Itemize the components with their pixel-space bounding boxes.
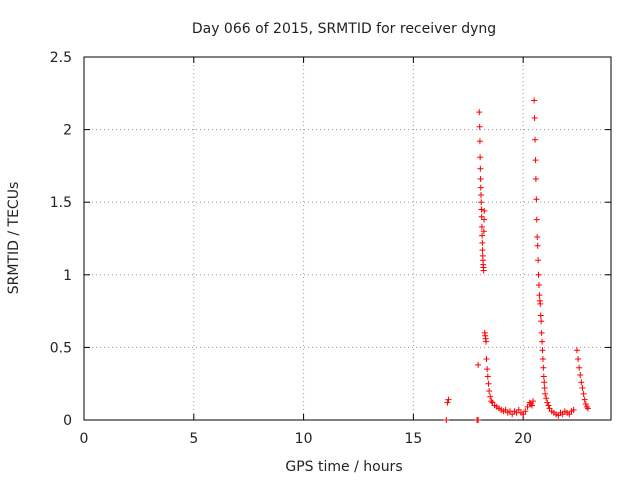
data-point <box>478 223 485 230</box>
y-tick-label: 1 <box>63 268 72 284</box>
data-point <box>481 207 488 214</box>
data-point <box>583 403 590 410</box>
data-point <box>538 318 545 325</box>
y-axis-label: SRMTID / TECUs <box>6 182 22 295</box>
data-point <box>540 364 547 371</box>
y-tick-label: 0 <box>63 413 72 429</box>
data-point <box>538 329 545 336</box>
data-point <box>539 347 546 354</box>
data-point <box>477 154 484 161</box>
data-point <box>488 398 495 405</box>
data-point <box>479 239 486 246</box>
data-point <box>476 109 483 116</box>
data-point <box>477 184 484 191</box>
data-point <box>573 347 580 354</box>
data-point <box>479 232 486 239</box>
x-tick-label: 10 <box>295 431 313 447</box>
chart-title: Day 066 of 2015, SRMTID for receiver dyn… <box>192 21 496 37</box>
data-point <box>579 385 586 392</box>
data-point <box>582 401 589 408</box>
data-point <box>481 216 488 223</box>
data-point <box>480 228 487 235</box>
x-tick-label: 5 <box>189 431 198 447</box>
data-point <box>542 390 549 397</box>
data-point <box>543 395 550 402</box>
data-point <box>480 267 487 274</box>
x-tick-label: 0 <box>80 431 89 447</box>
data-point <box>476 123 483 130</box>
data-point <box>541 385 548 392</box>
data-point <box>477 175 484 182</box>
x-tick-label: 20 <box>514 431 532 447</box>
x-tick-label: 15 <box>404 431 422 447</box>
data-point <box>484 366 491 373</box>
data-point <box>570 406 577 413</box>
data-point <box>478 206 485 213</box>
data-point <box>484 373 491 380</box>
data-point <box>479 247 486 254</box>
data-point <box>575 356 582 363</box>
x-axis-label: GPS time / hours <box>285 459 402 475</box>
data-point <box>483 356 490 363</box>
data-point <box>540 373 547 380</box>
data-point <box>531 97 538 104</box>
data-point <box>532 136 539 143</box>
data-point <box>535 281 542 288</box>
data-point <box>584 405 591 412</box>
y-tick-label: 1.5 <box>50 195 72 211</box>
data-point <box>539 356 546 363</box>
data-point <box>445 396 452 403</box>
data-point <box>530 398 537 405</box>
data-point <box>536 292 543 299</box>
data-point <box>475 361 482 368</box>
data-point <box>532 157 539 164</box>
data-point <box>444 399 451 406</box>
axes: 0 5 10 15 20 0 0.5 1 1.5 2 2.5 <box>50 50 611 447</box>
data-point <box>443 417 450 423</box>
data-point <box>483 338 490 345</box>
data-point <box>581 396 588 403</box>
data-point <box>528 402 535 409</box>
data-point <box>486 387 493 394</box>
data-point <box>478 191 485 198</box>
data-point <box>580 390 587 397</box>
data-points <box>443 97 591 423</box>
data-point <box>539 338 546 345</box>
data-point <box>576 364 583 371</box>
data-point <box>478 199 485 206</box>
data-point <box>535 257 542 264</box>
data-point <box>537 312 544 319</box>
data-point <box>541 379 548 386</box>
data-point <box>475 417 482 423</box>
data-point <box>544 399 551 406</box>
data-point <box>522 408 529 415</box>
data-point <box>578 379 585 386</box>
grid-lines <box>84 57 611 420</box>
data-point <box>531 114 538 121</box>
data-point <box>485 380 492 387</box>
data-point <box>577 371 584 378</box>
data-point <box>476 138 483 145</box>
data-point <box>535 271 542 278</box>
plot-frame <box>83 56 612 421</box>
y-tick-label: 2.5 <box>50 50 72 66</box>
data-point <box>477 165 484 172</box>
y-tick-label: 0.5 <box>50 340 72 356</box>
data-point <box>534 234 541 241</box>
data-point <box>532 175 539 182</box>
data-point <box>487 393 494 400</box>
data-point <box>524 403 531 410</box>
y-tick-label: 2 <box>63 123 72 139</box>
data-point <box>533 216 540 223</box>
data-point <box>533 196 540 203</box>
data-point <box>537 300 544 307</box>
data-point <box>545 402 552 409</box>
data-point <box>534 242 541 249</box>
